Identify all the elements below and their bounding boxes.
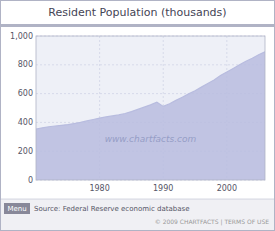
watermark: www.chartfacts.com [105, 134, 197, 144]
y-tick-label: 400 [18, 118, 33, 127]
x-tick-label: 1990 [153, 184, 173, 193]
footer-copyright: © 2009 CHARTFACTS | TERMS OF USE [155, 218, 269, 226]
plot-background [36, 36, 265, 180]
x-tick-label: 1980 [89, 184, 109, 193]
footer-source: Source: Federal Reserve economic databas… [34, 205, 189, 213]
y-tick-label: 0 [28, 176, 33, 185]
x-tick-label: 2000 [217, 184, 237, 193]
plot-frame [36, 36, 265, 180]
title: Resident Population (thousands) [48, 6, 226, 19]
line [36, 52, 265, 129]
y-tick-label: 600 [18, 89, 33, 98]
menu-label: Menu [7, 205, 26, 213]
y-tick-label: 1,000 [10, 32, 33, 41]
area [36, 52, 265, 180]
footer [1, 199, 275, 231]
y-tick-label: 200 [18, 147, 33, 156]
outer-border [1, 1, 275, 231]
chart: Resident Population (thousands) www.chart… [0, 0, 275, 231]
y-tick-label: 800 [18, 60, 33, 69]
plot-area [36, 52, 265, 180]
menu-box [4, 203, 30, 214]
title-bar [0, 24, 275, 27]
grid-line [36, 64, 265, 65]
